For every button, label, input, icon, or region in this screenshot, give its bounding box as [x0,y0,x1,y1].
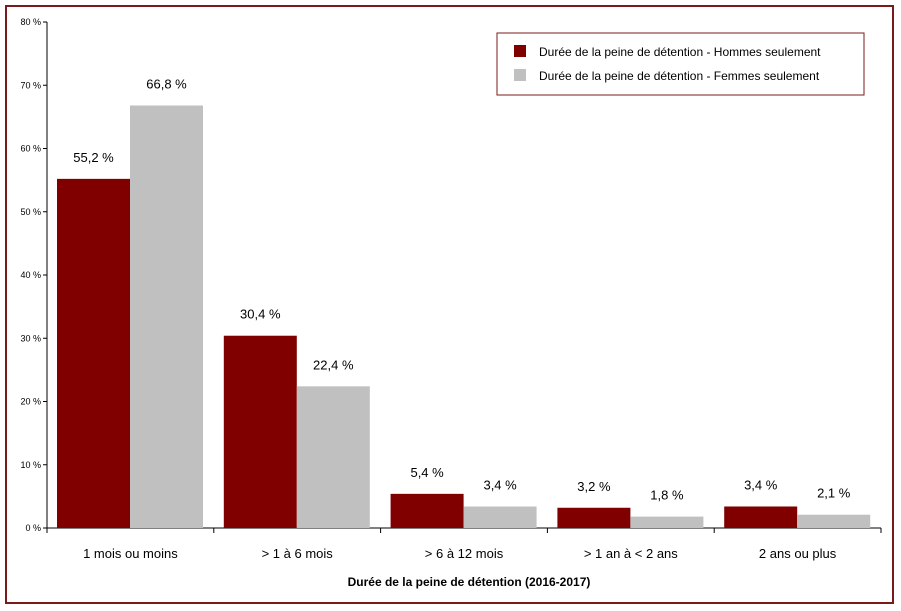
bar-femmes [630,516,704,528]
bar-hommes [57,178,130,529]
legend-swatch [514,69,526,81]
legend-swatch [514,45,526,57]
bar-femmes [130,105,203,529]
x-category-label: > 1 an à < 2 ans [584,546,678,561]
y-tick-label: 60 % [20,144,41,154]
x-category-label: 2 ans ou plus [759,546,837,561]
bar-femmes [463,506,537,528]
data-label: 30,4 % [240,307,281,322]
data-label: 22,4 % [313,357,354,372]
y-tick-label: 0 % [25,523,41,533]
data-label: 55,2 % [73,150,114,165]
data-label: 3,4 % [483,477,517,492]
bar-femmes [296,386,370,528]
y-tick-label: 10 % [20,460,41,470]
x-axis-title: Durée de la peine de détention (2016-201… [348,575,591,589]
y-tick-label: 50 % [20,207,41,217]
data-label: 66,8 % [146,76,187,91]
bar-hommes [390,493,464,528]
x-category-label: 1 mois ou moins [83,546,178,561]
y-tick-label: 70 % [20,80,41,90]
bar-femmes [797,514,871,528]
data-label: 2,1 % [817,486,851,501]
legend-label: Durée de la peine de détention - Hommes … [539,45,821,59]
y-tick-label: 40 % [20,270,41,280]
x-category-label: > 6 à 12 mois [425,546,504,561]
bar-hommes [223,335,297,528]
legend-label: Durée de la peine de détention - Femmes … [539,69,820,83]
y-tick-label: 20 % [20,397,41,407]
data-label: 1,8 % [650,488,684,503]
x-category-label: > 1 à 6 mois [262,546,334,561]
bar-hommes [724,506,798,528]
data-label: 3,2 % [577,479,611,494]
data-label: 3,4 % [744,477,778,492]
bar-hommes [557,507,631,528]
data-label: 5,4 % [410,465,444,480]
y-tick-label: 30 % [20,333,41,343]
y-tick-label: 80 % [20,17,41,27]
legend-box [496,32,865,96]
